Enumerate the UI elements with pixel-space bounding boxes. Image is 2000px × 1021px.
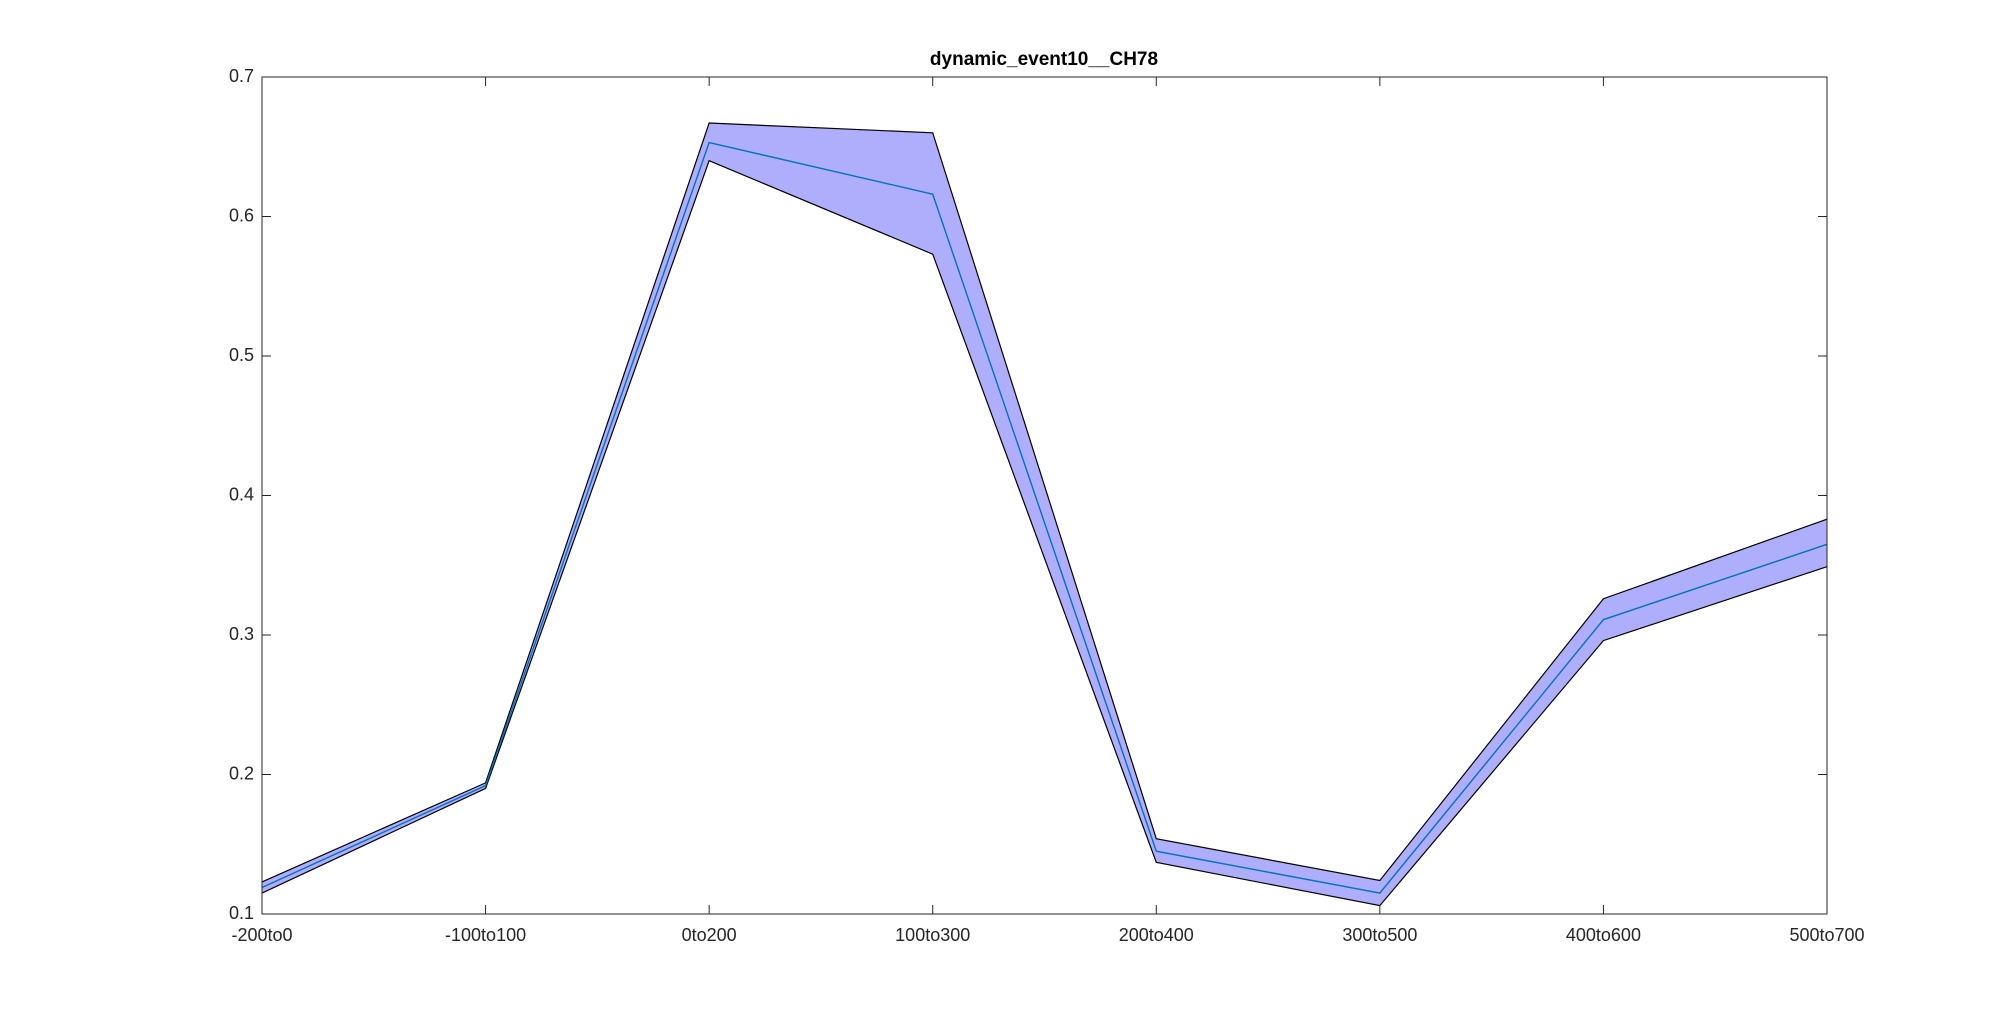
mean-line	[261, 141, 1828, 894]
y-tick-label: 0.2	[229, 763, 254, 783]
band-fill	[262, 123, 1827, 906]
y-tick-label: 0.4	[229, 484, 254, 504]
x-tick-label: -200to0	[231, 925, 292, 945]
x-tick-label: 100to300	[895, 925, 970, 945]
x-tick-label: 200to400	[1119, 925, 1194, 945]
y-tick-label: 0.1	[229, 903, 254, 923]
band-edge	[261, 159, 1828, 907]
x-tick-label: 400to600	[1566, 925, 1641, 945]
band-edge	[261, 122, 1828, 883]
y-tick-label: 0.3	[229, 624, 254, 644]
chart-title: dynamic_event10__CH78	[930, 49, 1158, 70]
x-tick-label: 300to500	[1342, 925, 1417, 945]
x-tick-label: 500to700	[1789, 925, 1864, 945]
y-tick-label: 0.5	[229, 345, 254, 365]
x-tick-label: 0to200	[682, 925, 737, 945]
y-tick-label: 0.7	[229, 66, 254, 86]
x-tick-label: -100to100	[445, 925, 526, 945]
y-tick-label: 0.6	[229, 205, 254, 225]
